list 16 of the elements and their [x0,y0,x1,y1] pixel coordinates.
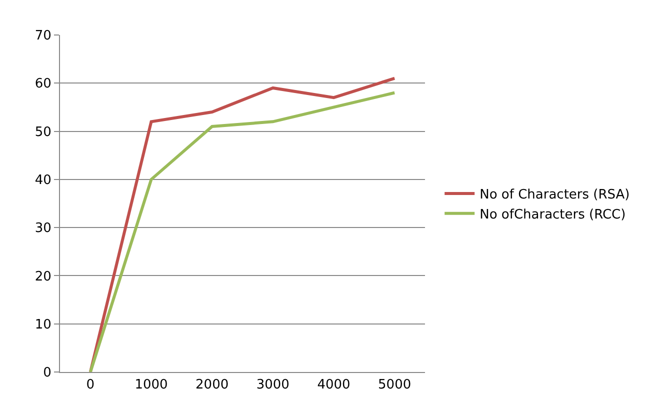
x-tick-label: 3000 [256,378,290,393]
x-tick-label: 4000 [317,378,350,393]
y-tick-label: 50 [34,124,52,140]
x-tick-label: 5000 [378,378,412,393]
y-tick-label: 30 [34,221,52,236]
y-tick-label: 0 [43,366,52,381]
y-tick-label: 70 [34,28,52,44]
x-tick-label: 1000 [134,378,168,393]
y-tick-label: 20 [34,269,52,284]
legend-label: No ofCharacters (RCC) [480,207,626,222]
y-tick-label: 60 [34,76,52,92]
y-tick-label: 40 [34,172,52,188]
y-tick-label: 10 [34,317,52,332]
x-tick-label: 2000 [196,378,229,393]
x-tick-label: 0 [86,378,95,393]
legend-label: No of Characters (RSA) [480,188,630,203]
